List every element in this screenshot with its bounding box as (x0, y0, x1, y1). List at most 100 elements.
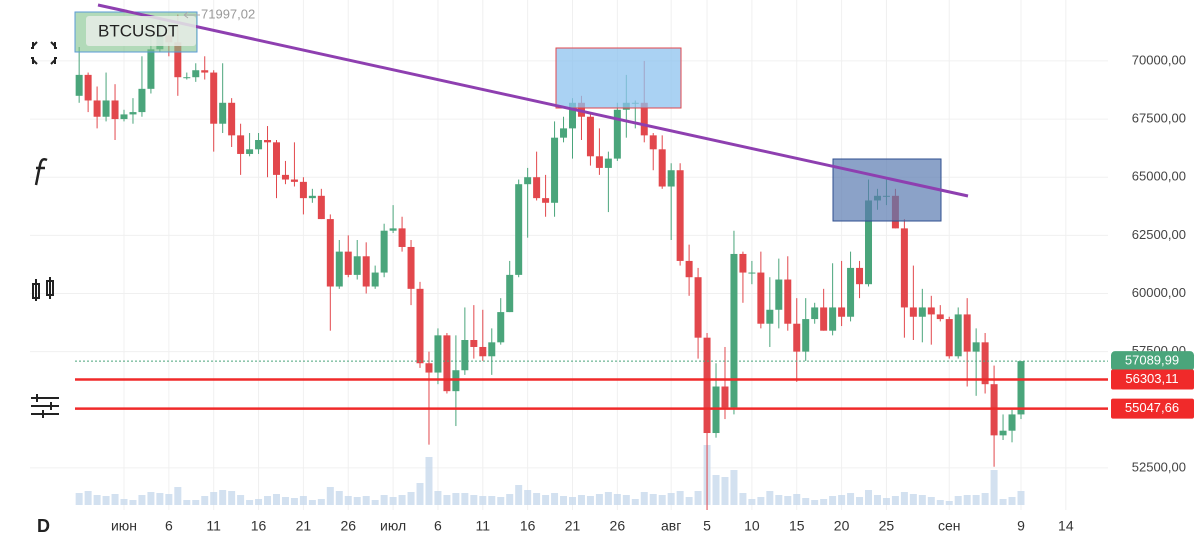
volume-bar (856, 497, 864, 505)
candle-body (281, 174, 289, 180)
volume-bar (954, 496, 962, 505)
candle-body (479, 346, 487, 357)
volume-bar (371, 500, 379, 505)
volume-bar (246, 500, 254, 505)
x-tick-label: июн (111, 518, 137, 534)
candle-body (560, 128, 568, 138)
volume-bar (111, 494, 119, 505)
candle-body (272, 142, 280, 175)
candle-body (1017, 361, 1025, 415)
candle-body (793, 323, 801, 352)
candle-body (371, 272, 379, 287)
volume-bar (93, 495, 101, 505)
candle-body (380, 230, 388, 273)
y-tick-label: 67500,00 (1132, 111, 1186, 126)
x-tick-label: 6 (165, 518, 173, 534)
candle-body (398, 228, 406, 247)
interval[interactable]: D (37, 516, 50, 536)
candle-type-icon[interactable] (32, 277, 54, 301)
volume-bar (344, 496, 352, 505)
candle-body (299, 181, 307, 199)
volume-bar (649, 494, 657, 505)
candle-body (739, 253, 747, 273)
volume-bar (497, 497, 505, 505)
candle-body (174, 42, 182, 78)
volume-bar (568, 497, 576, 505)
candle-body (443, 335, 451, 392)
volume-bar (802, 498, 810, 505)
volume-bar (210, 492, 218, 505)
drawing-rect[interactable] (555, 47, 682, 109)
volume-bar (443, 495, 451, 505)
y-tick-label: 52500,00 (1132, 459, 1186, 474)
volume-bar (1008, 497, 1016, 505)
volume-bar (308, 500, 316, 505)
x-tick-label: 26 (610, 518, 626, 534)
volume-bar (407, 492, 415, 505)
high-arrow-head (183, 11, 189, 19)
volume-bar (811, 500, 819, 505)
candle-body (586, 116, 594, 157)
volume-bar (793, 494, 801, 505)
x-tick-label: 15 (789, 518, 805, 534)
candle-body (676, 170, 684, 261)
candle-body (865, 200, 873, 285)
candle-body (515, 184, 523, 275)
volume-bar (237, 495, 245, 505)
candle-body (954, 314, 962, 357)
candle-body (317, 195, 325, 220)
candle-body (326, 219, 334, 287)
candle-body (533, 177, 541, 199)
level-layer (75, 360, 1108, 410)
candle-body (775, 279, 783, 310)
level-label: 56303,11 (1125, 371, 1178, 386)
volume-bar (506, 494, 514, 505)
volume-bar (264, 496, 272, 505)
trend-line[interactable] (97, 3, 969, 198)
candle-body (497, 312, 505, 343)
candle-body (335, 251, 343, 287)
candle-body (945, 319, 953, 357)
candle-body (102, 100, 110, 117)
volume-bar (524, 490, 532, 505)
volume-bar (551, 493, 559, 505)
volume-bar (147, 492, 155, 505)
candle-body (802, 319, 810, 352)
volume-bar (712, 475, 720, 505)
candle-body (847, 267, 855, 317)
x-tick-label: 5 (703, 518, 711, 534)
volume-bar (326, 487, 334, 505)
candle-body (308, 195, 316, 199)
level-badge (1111, 398, 1194, 419)
volume-bar (829, 496, 837, 505)
settings-icon[interactable] (31, 394, 59, 418)
candle-body (748, 272, 756, 274)
candle-body (353, 256, 361, 275)
volume-bar (272, 494, 280, 505)
volume-bar (936, 500, 944, 505)
x-tick-label: 6 (434, 518, 442, 534)
drawing-rect[interactable] (832, 158, 942, 222)
volume-bar (631, 499, 639, 505)
x-tick-label: сен (938, 518, 961, 534)
fullscreen-icon[interactable] (31, 41, 57, 65)
volume-bar (192, 500, 200, 505)
candle-body (246, 149, 254, 154)
candle-body (228, 102, 236, 136)
x-tick-label: 20 (834, 518, 850, 534)
volume-bar (900, 492, 908, 505)
candle-body (784, 279, 792, 324)
x-tick-label: авг (661, 518, 681, 534)
candle-body (506, 274, 514, 313)
volume-bar (317, 499, 325, 505)
indicator-icon[interactable] (34, 157, 48, 186)
volume-bar (586, 496, 594, 505)
candle-body (730, 253, 738, 408)
symbol-badge[interactable] (86, 16, 196, 46)
volume-bar (560, 496, 568, 505)
candle-body (84, 74, 92, 101)
x-tick-label: 11 (206, 518, 221, 534)
candle-body (999, 430, 1007, 436)
candle-body (649, 135, 657, 150)
